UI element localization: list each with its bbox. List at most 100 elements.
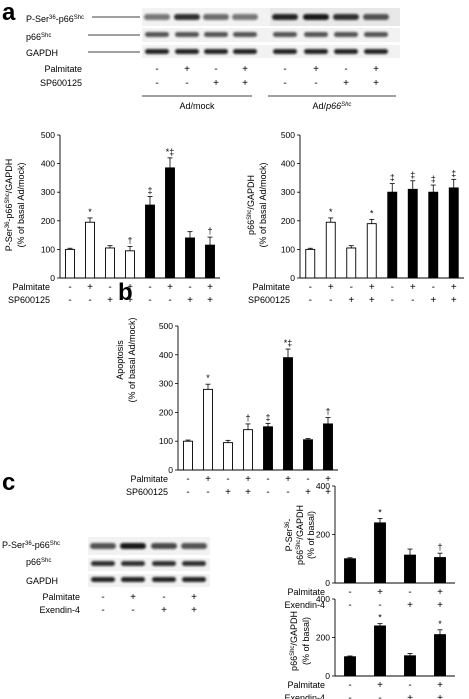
- treatment-sign: -: [348, 587, 351, 598]
- bar: [404, 554, 416, 584]
- blot-c-band-p66: [152, 561, 176, 566]
- blot-c-band-phospho: [151, 543, 177, 549]
- chart-c-top-ylabel-line2: p66Shc/GAPDH: [295, 505, 305, 565]
- panel-label-a: a: [2, 0, 16, 26]
- bar: [323, 423, 333, 471]
- treatment-sign: -: [391, 282, 394, 293]
- treatment-sign: +: [437, 600, 443, 611]
- chart-a-right: 0 100 200 300 400 500 * * ‡ ‡ ‡ ‡ Palmitate - + - + - + - + S…: [248, 130, 464, 306]
- blot-a-band-p66: [364, 32, 388, 37]
- treatment-row-label: Palmitate: [287, 680, 325, 690]
- treatment-sign: +: [407, 600, 413, 611]
- significance-label: †: [127, 236, 132, 246]
- blot-c-band-gapdh: [121, 577, 145, 582]
- bar: [346, 247, 357, 279]
- blot-c-treatment-exendin: Exendin-4: [39, 605, 80, 615]
- treatment-sign: -: [148, 295, 151, 306]
- treatment-sign: +: [369, 282, 375, 293]
- blot-c-exendin-sign: -: [131, 605, 134, 616]
- treatment-sign: -: [188, 282, 191, 293]
- bar: [374, 625, 386, 677]
- treatment-sign: -: [408, 680, 411, 691]
- treatment-sign: +: [430, 295, 436, 306]
- y-tick-label: 100: [159, 436, 173, 446]
- treatment-sign: +: [187, 295, 193, 306]
- blot-c-treatment-palmitate: Palmitate: [42, 592, 80, 602]
- chart-a-left-ylabel-line2: (% of basal Ad/mock): [16, 162, 26, 247]
- blot-c-band-gapdh: [91, 577, 115, 582]
- chart-c-top-ylabel-line3: (% of basal): [306, 511, 316, 559]
- blot-c-exendin-sign: +: [191, 605, 197, 616]
- treatment-sign: +: [107, 295, 113, 306]
- blot-a-band-p66: [175, 32, 199, 37]
- y-tick-label: 0: [325, 671, 330, 681]
- treatment-row-label: Palmitate: [252, 282, 290, 292]
- treatment-sign: +: [207, 282, 213, 293]
- blot-a-group-p66: Ad/p66Shc: [313, 101, 352, 111]
- treatment-sign: +: [325, 487, 331, 498]
- y-tick-label: 200: [316, 530, 330, 540]
- treatment-sign: +: [127, 282, 133, 293]
- chart-c-top: 0 200 400 * † Palmitate - + - + Exendin-4 - - + +: [284, 481, 455, 611]
- blot-a-palmitate-sign: -: [283, 64, 286, 75]
- chart-c-bottom: 0 200 400 * * Palmitate - + - + Exendin-4 - - + +: [284, 594, 455, 699]
- y-tick-label: 100: [41, 244, 55, 254]
- treatment-row-label: Exendin-4: [284, 693, 325, 699]
- blot-a-palmitate-sign: -: [214, 64, 217, 75]
- treatment-sign: -: [329, 295, 332, 306]
- blot-a-band-gapdh: [233, 49, 257, 54]
- blot-a-band-p66: [304, 32, 328, 37]
- treatment-row-label: SP600125: [248, 295, 290, 305]
- treatment-sign: +: [225, 487, 231, 498]
- y-tick-label: 200: [281, 216, 295, 226]
- chart-b: 0 100 200 300 400 500 * † ‡ *‡ † Palmitate - + - + - + - + S…: [126, 321, 338, 498]
- y-tick-label: 500: [281, 130, 295, 140]
- treatment-sign: +: [127, 295, 133, 306]
- bar: [434, 634, 446, 677]
- bar: [183, 440, 193, 471]
- blot-a-sp600125-sign: +: [373, 78, 379, 89]
- blot-c-palmitate-sign: -: [101, 592, 104, 603]
- blot-a-band-p66: [273, 32, 297, 37]
- y-tick-label: 200: [41, 216, 55, 226]
- treatment-sign: -: [108, 282, 111, 293]
- y-tick-label: 100: [281, 244, 295, 254]
- treatment-sign: -: [266, 474, 269, 485]
- blot-c-band-phospho: [120, 543, 146, 549]
- treatment-sign: -: [432, 282, 435, 293]
- treatment-sign: +: [328, 282, 334, 293]
- treatment-sign: +: [245, 487, 251, 498]
- blot-c-row-label-phospho: P-Ser36-p66Shc: [2, 540, 60, 550]
- treatment-sign: +: [410, 282, 416, 293]
- significance-label: *: [88, 207, 92, 217]
- blot-a-band-gapdh: [273, 49, 297, 54]
- treatment-sign: -: [378, 600, 381, 611]
- treatment-row-label: Exendin-4: [284, 600, 325, 610]
- blot-a-sp600125-sign: -: [314, 78, 317, 89]
- blot-a-band-phospho: [272, 14, 298, 20]
- bar: [374, 522, 386, 584]
- treatment-sign: -: [206, 487, 209, 498]
- blot-a-palmitate-sign: -: [155, 64, 158, 75]
- y-tick-label: 400: [316, 481, 330, 491]
- bar: [404, 655, 416, 677]
- blot-c-band-gapdh: [152, 577, 176, 582]
- blot-a-band-phospho: [232, 14, 258, 20]
- treatment-sign: +: [377, 587, 383, 598]
- blot-c-row-label-p66: p66Shc: [26, 557, 51, 567]
- bar: [305, 248, 316, 279]
- treatment-sign: +: [437, 693, 443, 699]
- blot-a-band-gapdh: [204, 49, 228, 54]
- treatment-sign: +: [167, 282, 173, 293]
- bar: [407, 188, 418, 279]
- significance-label: *: [378, 613, 382, 623]
- treatment-sign: +: [305, 487, 311, 498]
- bar: [223, 442, 233, 471]
- y-tick-label: 500: [41, 130, 55, 140]
- blot-a-band-gapdh: [175, 49, 199, 54]
- treatment-sign: +: [377, 680, 383, 691]
- y-tick-label: 0: [168, 465, 173, 475]
- blot-c-exendin-sign: +: [161, 605, 167, 616]
- bar: [165, 167, 175, 279]
- treatment-sign: +: [285, 474, 291, 485]
